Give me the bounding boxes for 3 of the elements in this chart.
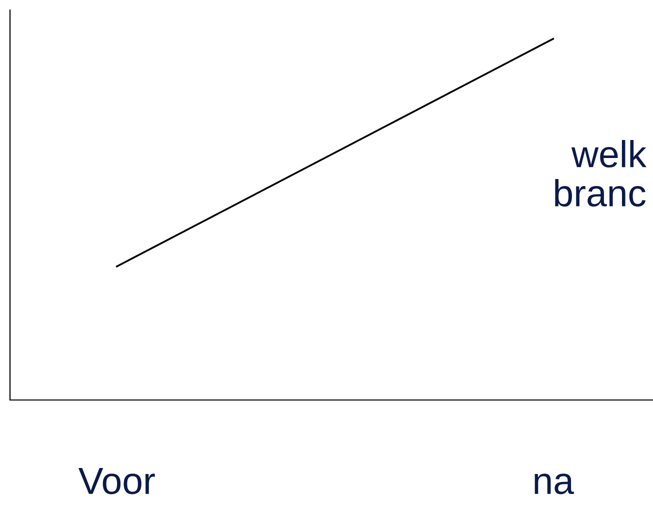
annotation: welk branc (555, 140, 647, 207)
x-tick-label: na (534, 474, 574, 494)
x-tick-label: Voor (78, 468, 155, 494)
